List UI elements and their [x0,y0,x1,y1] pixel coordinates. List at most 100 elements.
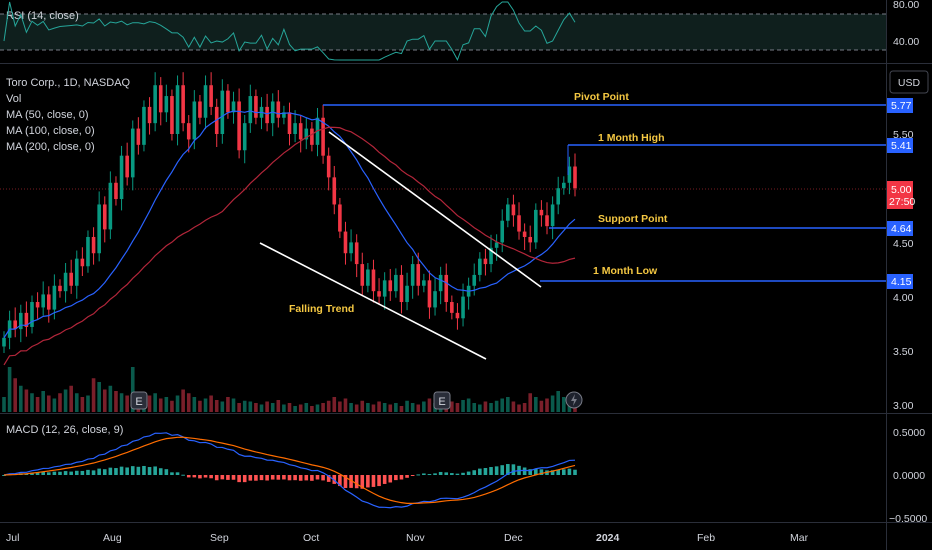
candle-body[interactable] [119,155,124,200]
candle-body[interactable] [427,280,432,308]
candle-body[interactable] [181,85,185,124]
price-tag-support[interactable]: 4.64 [887,221,913,236]
macd-panel[interactable]: MACD (12, 26, close, 9) 0.5000 0.0000 −0… [2,424,927,525]
candle-body[interactable] [63,272,68,292]
candle-body[interactable] [517,215,521,232]
price-tag-pivot[interactable]: 5.77 [887,98,913,113]
falling-trend-lower[interactable] [259,242,487,360]
candle-body[interactable] [153,85,157,124]
candle-body[interactable] [304,128,309,140]
candle-body[interactable] [237,101,241,151]
candle-body[interactable] [18,312,23,330]
candle-body[interactable] [52,285,57,310]
candle-body[interactable] [522,231,527,237]
candle-body[interactable] [158,85,163,113]
earnings-marker-nov[interactable]: E [433,391,451,410]
candle-body[interactable] [326,155,331,178]
candle-body[interactable] [354,242,359,265]
candle-body[interactable] [478,258,482,275]
candle-body[interactable] [405,285,409,303]
candle-body[interactable] [35,302,40,308]
candle-body[interactable] [80,258,85,267]
candle-body[interactable] [46,294,51,310]
candle-body[interactable] [366,269,370,286]
candle-body[interactable] [550,204,555,227]
candle-body[interactable] [74,258,79,286]
candle-body[interactable] [455,312,460,319]
candle-body[interactable] [472,274,477,286]
candle-body[interactable] [220,90,225,134]
candle-body[interactable] [24,312,29,327]
candle-body[interactable] [433,291,437,308]
candle-body[interactable] [534,209,538,243]
candle-body[interactable] [461,296,465,319]
candle-body[interactable] [170,96,174,134]
candle-body[interactable] [343,231,348,254]
candle-body[interactable] [192,101,197,140]
candle-body[interactable] [410,264,415,286]
candle-body[interactable] [108,182,113,230]
candle-body[interactable] [399,274,404,303]
candle-body[interactable] [483,258,488,265]
candle-body[interactable] [198,101,202,118]
candle-body[interactable] [360,264,365,286]
currency-button[interactable]: USD [889,70,929,94]
candle-body[interactable] [349,242,353,254]
candle-body[interactable] [147,106,152,124]
candle-body[interactable] [30,302,34,327]
price-panel[interactable]: Pivot Point 1 Month High Support Point 1… [0,70,929,412]
candle-body[interactable] [91,236,96,254]
candle-body[interactable] [321,117,325,156]
candle-body[interactable] [298,123,303,140]
candle-body[interactable] [511,204,516,216]
rsi-panel[interactable]: RSI (14, close) 80.00 40.00 [0,0,919,61]
price-tag-last[interactable]: 5.00 27:50 [887,181,915,209]
ma200-label[interactable]: MA (200, close, 0) [6,141,95,153]
candle-body[interactable] [500,220,505,243]
candle-body[interactable] [175,85,180,134]
ma50-label[interactable]: MA (50, close, 0) [6,109,89,121]
candle-body[interactable] [438,274,443,292]
candle-body[interactable] [164,96,169,113]
candle-body[interactable] [539,209,544,216]
macd-label[interactable]: MACD (12, 26, close, 9) [6,424,123,436]
candle-body[interactable] [506,204,510,221]
candle-body[interactable] [186,123,191,140]
candle-body[interactable] [276,101,281,118]
candle-body[interactable] [265,106,269,124]
candle-body[interactable] [338,204,342,232]
candle-body[interactable] [567,166,572,183]
candle-body[interactable] [226,90,230,113]
candle-body[interactable] [377,291,381,297]
candle-body[interactable] [528,236,533,243]
candle-body[interactable] [371,269,376,292]
candle-body[interactable] [58,285,62,292]
candle-body[interactable] [388,280,393,292]
candle-body[interactable] [254,96,258,118]
candle-body[interactable] [382,280,387,297]
candle-body[interactable] [130,128,135,178]
candle-body[interactable] [231,101,236,113]
candle-body[interactable] [203,85,208,118]
falling-trend-upper[interactable] [328,131,542,288]
candle-body[interactable] [293,123,297,134]
time-axis[interactable]: Jul Aug Sep Oct Nov Dec 2024 Feb Mar [6,532,809,544]
candle-body[interactable] [136,128,141,145]
candle-body[interactable] [41,294,45,308]
candle-body[interactable] [86,236,90,267]
candle-body[interactable] [422,280,426,286]
candle-body[interactable] [114,182,118,200]
candle-body[interactable] [416,264,421,286]
candle-body[interactable] [450,302,454,313]
ma100-label[interactable]: MA (100, close, 0) [6,125,95,137]
candle-body[interactable] [332,177,337,205]
lightning-icon[interactable] [565,391,583,409]
candle-body[interactable] [394,274,398,292]
earnings-marker-aug[interactable]: E [130,391,148,410]
candle-body[interactable] [13,320,17,330]
candle-body[interactable] [209,85,213,107]
candle-body[interactable] [287,112,292,134]
price-tag-month-low[interactable]: 4.15 [887,274,913,289]
candle-body[interactable] [102,204,107,230]
